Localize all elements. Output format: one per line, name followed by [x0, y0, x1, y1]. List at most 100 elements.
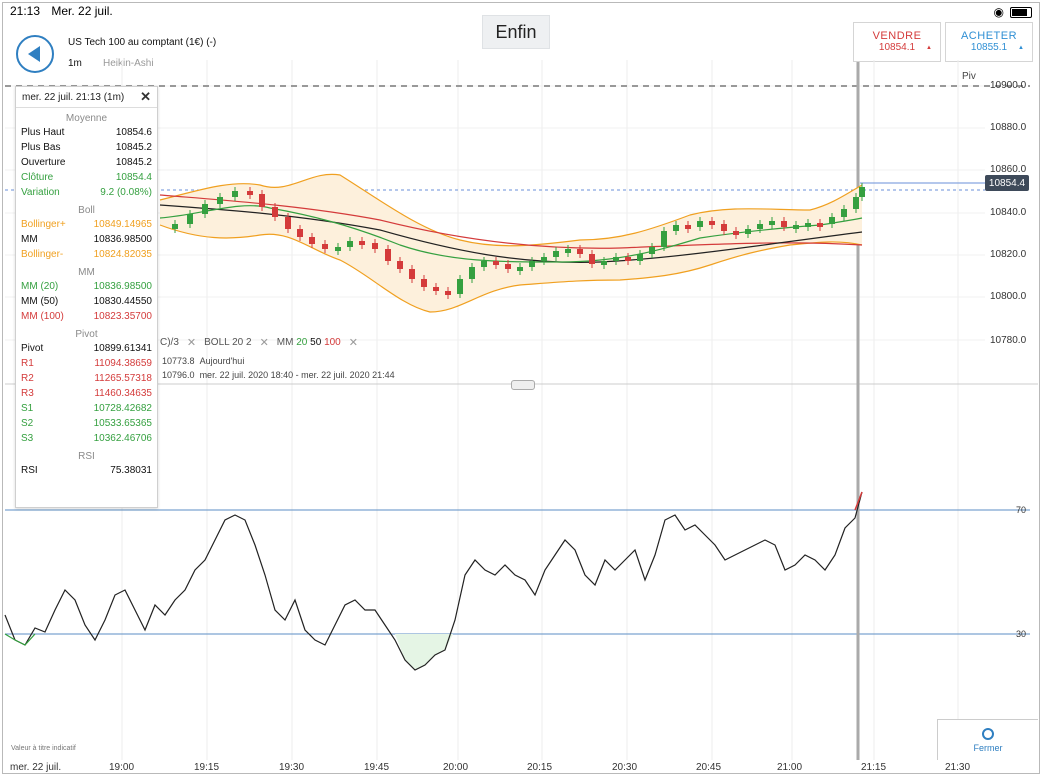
candle-body	[372, 243, 378, 249]
info-row-value: 11265.57318	[94, 373, 152, 384]
info-row-label: Ouverture	[21, 157, 66, 168]
info-row-value: 10845.2	[115, 157, 152, 168]
candle-body	[577, 249, 583, 254]
info-row-label: Variation	[21, 187, 60, 198]
candle-body	[541, 257, 547, 261]
info-row: Bollinger- 10824.82035	[16, 247, 157, 262]
legend-line2-text: mer. 22 juil. 2020 18:40 - mer. 22 juil.…	[199, 370, 395, 380]
info-panel-header: mer. 22 juil. 21:13 (1m) ✕	[16, 87, 157, 108]
buy-price: 10855.1	[970, 42, 1008, 53]
info-row-label: MM (50)	[21, 296, 59, 307]
candle-body	[805, 223, 811, 227]
bollinger-fill	[160, 174, 862, 312]
candle-body	[309, 237, 315, 244]
time-axis-tick: 19:30	[279, 762, 305, 773]
bollinger-lower	[159, 224, 863, 313]
info-row-label: S2	[21, 418, 34, 429]
sell-label: VENDRE	[872, 30, 922, 42]
mm-period-50: 50	[310, 337, 322, 348]
time-axis-tick: 21:30	[945, 762, 971, 773]
info-row: R2 11265.57318	[16, 371, 157, 386]
sell-button[interactable]: VENDRE 10854.1 ▲	[853, 22, 941, 62]
info-panel-body: Moyenne Plus Haut 10854.6 Plus Bas 10845.2 Ou…	[16, 112, 157, 478]
candle-body	[733, 231, 739, 235]
rsi-overbought-segment	[854, 491, 863, 511]
legend-line2-value: 10796.0	[162, 370, 195, 380]
candle-body	[709, 221, 715, 225]
status-icons: ◉	[994, 5, 1032, 19]
info-row: R3 11460.34635	[16, 386, 157, 401]
status-bar: 21:13 Mer. 22 juil.	[10, 4, 121, 18]
buy-label: ACHETER	[960, 30, 1018, 42]
legend-boll: BOLL 20 2	[204, 337, 251, 348]
fermer-label: Fermer	[973, 742, 1003, 753]
info-row-value: 11094.38659	[94, 358, 152, 369]
time-axis-tick: 20:15	[527, 762, 553, 773]
enfin-button[interactable]: Enfin	[482, 15, 550, 49]
info-row: S2 10533.65365	[16, 416, 157, 431]
candle-body	[829, 217, 835, 224]
candle-body	[359, 241, 365, 245]
candle-body	[217, 197, 223, 204]
sell-price: 10854.1	[878, 42, 916, 53]
candle-body	[553, 251, 559, 257]
candle-body	[853, 197, 859, 209]
info-row-value: 10854.6	[115, 127, 152, 138]
candle-body	[493, 261, 499, 265]
candle-body	[565, 249, 571, 253]
info-row-value: 10533.65365	[93, 418, 152, 429]
time-axis-tick: 21:15	[861, 762, 887, 773]
remove-mm-icon[interactable]: ✕	[348, 337, 358, 349]
pane-resize-handle[interactable]	[511, 380, 535, 390]
chart-type-selector[interactable]: Heikin-Ashi	[103, 58, 154, 69]
info-row: Ouverture 10845.2	[16, 155, 157, 170]
price-axis-label: 10780.0	[990, 335, 1027, 346]
boll-period: 20	[232, 337, 244, 348]
time-axis-tick: 21:00	[777, 762, 803, 773]
info-row-label: Bollinger-	[21, 249, 64, 260]
candle-body	[347, 241, 353, 247]
candle-body	[385, 249, 391, 261]
info-row-label: R2	[21, 373, 34, 384]
info-row-value: 11460.34635	[94, 388, 152, 399]
candle-body	[793, 225, 799, 229]
info-row-label: MM (20)	[21, 281, 59, 292]
legend-line1-value: 10773.8	[162, 356, 195, 366]
info-row: RSI 75.38031	[16, 463, 157, 478]
price-axis-label: 10800.0	[990, 291, 1027, 302]
time-axis-tick: 20:45	[696, 762, 722, 773]
candle-body	[481, 261, 487, 267]
info-row-label: Plus Bas	[21, 142, 61, 153]
remove-boll-icon[interactable]: ✕	[259, 337, 269, 349]
legend-line-2: 10796.0 mer. 22 juil. 2020 18:40 - mer. …	[162, 370, 395, 380]
crosshair-icon	[982, 727, 994, 740]
close-icon[interactable]: ✕	[140, 89, 151, 104]
status-time: 21:13	[10, 4, 41, 18]
info-row: MM (20) 10836.98500	[16, 279, 157, 294]
time-axis-tick: 19:15	[194, 762, 220, 773]
back-arrow-icon[interactable]	[16, 35, 54, 73]
buy-button[interactable]: ACHETER 10855.1 ▲	[945, 22, 1033, 62]
info-panel: mer. 22 juil. 21:13 (1m) ✕ Moyenne Plus H…	[15, 86, 158, 508]
candle-body	[172, 224, 178, 229]
time-axis-tick: 19:00	[109, 762, 135, 773]
info-section-title: RSI	[78, 451, 95, 462]
fermer-button[interactable]: Fermer	[937, 719, 1038, 760]
info-section-title: Boll	[78, 205, 95, 216]
legend-mm: MM 20 50 100	[277, 337, 341, 348]
timeframe-selector[interactable]: 1m	[68, 58, 82, 69]
info-row-label: S1	[21, 403, 34, 414]
candle-body	[529, 261, 535, 267]
boll-deviation: 2	[246, 337, 252, 348]
remove-indicator1-icon[interactable]: ✕	[186, 337, 197, 349]
ma50-line	[159, 204, 863, 263]
candle-body	[517, 267, 523, 271]
candle-body	[757, 224, 763, 229]
info-row: Bollinger+ 10849.14965	[16, 217, 157, 232]
candle-body	[649, 247, 655, 254]
legend-line1-text: Aujourd'hui	[199, 356, 245, 366]
mm-period-100: 100	[324, 337, 341, 348]
status-date: Mer. 22 juil.	[51, 4, 113, 18]
